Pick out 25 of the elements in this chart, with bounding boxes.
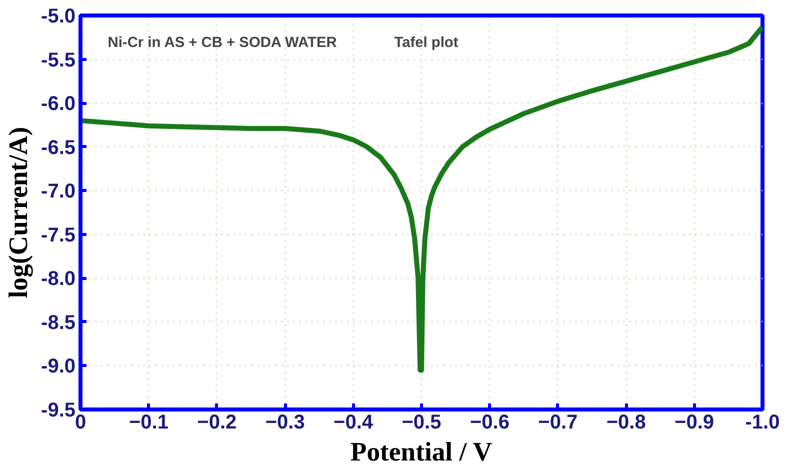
- x-tick-label: −0.4: [334, 412, 374, 434]
- y-tick-label: -9.5: [41, 400, 76, 422]
- x-tick-label: −0.5: [402, 412, 442, 434]
- y-axis-title: log(Current/A): [3, 126, 34, 298]
- y-tick-label: -6.5: [41, 136, 76, 159]
- y-tick-label: -8.5: [41, 312, 76, 334]
- x-tick-label: −0.1: [128, 412, 168, 434]
- y-tick-label: -7.0: [41, 180, 76, 203]
- y-tick-label: -8.0: [41, 268, 76, 290]
- x-tick-label: −0.6: [470, 412, 510, 434]
- x-tick-label: −0.2: [197, 412, 237, 434]
- y-tick-label: -5.0: [41, 6, 76, 28]
- y-tick-label: -7.5: [41, 224, 76, 246]
- annotation: Ni-Cr in AS + CB + SODA WATER: [108, 35, 338, 52]
- x-tick-label: −0.3: [265, 412, 305, 434]
- y-tick-label: -5.5: [41, 49, 76, 72]
- x-tick-label: −0.7: [538, 412, 578, 434]
- x-axis-title: Potential / V: [350, 436, 492, 466]
- annotation: Tafel plot: [394, 35, 458, 52]
- y-tick-label: -9.0: [41, 356, 76, 378]
- x-tick-label: −0.9: [674, 412, 714, 434]
- y-tick-label: -6.0: [41, 93, 76, 116]
- x-tick-label: 0: [74, 412, 86, 434]
- x-tick-label: -1.0: [745, 412, 780, 434]
- x-tick-label: −0.8: [606, 412, 646, 434]
